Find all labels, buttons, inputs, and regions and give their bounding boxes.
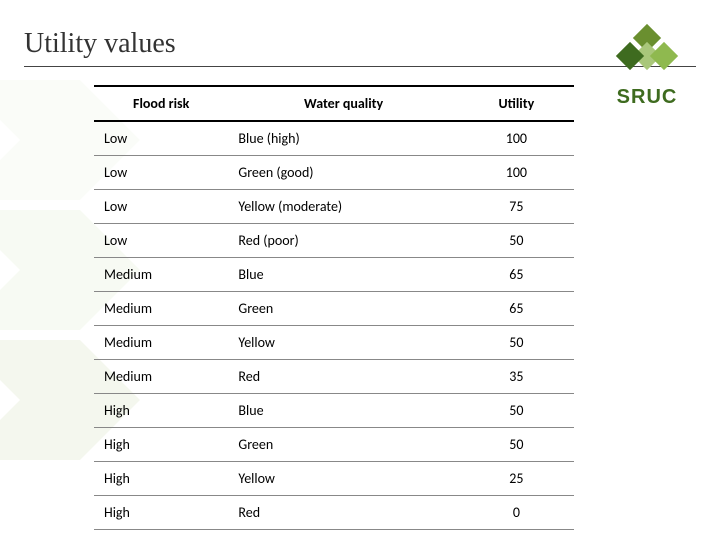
cell-water-quality: Green	[228, 292, 458, 326]
cell-flood-risk: Medium	[94, 292, 228, 326]
cell-utility: 100	[459, 121, 574, 156]
slide: Utility values SRUC Flood risk Water qua…	[0, 0, 720, 540]
cell-water-quality: Red	[228, 496, 458, 530]
cell-flood-risk: High	[94, 394, 228, 428]
cell-flood-risk: Low	[94, 156, 228, 190]
cell-flood-risk: High	[94, 428, 228, 462]
cell-flood-risk: Low	[94, 121, 228, 156]
table-row: HighGreen50	[94, 428, 574, 462]
cell-flood-risk: Low	[94, 190, 228, 224]
cell-water-quality: Green	[228, 428, 458, 462]
table-row: HighRed0	[94, 496, 574, 530]
cell-flood-risk: High	[94, 496, 228, 530]
logo-diamonds-icon	[620, 28, 674, 82]
table-row: MediumBlue65	[94, 258, 574, 292]
cell-water-quality: Green (good)	[228, 156, 458, 190]
table-row: LowBlue (high)100	[94, 121, 574, 156]
cell-utility: 0	[459, 496, 574, 530]
cell-flood-risk: Medium	[94, 326, 228, 360]
cell-flood-risk: Medium	[94, 360, 228, 394]
col-water-quality: Water quality	[228, 86, 458, 121]
table-row: MediumYellow50	[94, 326, 574, 360]
utility-table-wrap: Flood risk Water quality Utility LowBlue…	[94, 85, 574, 530]
cell-flood-risk: Medium	[94, 258, 228, 292]
cell-utility: 50	[459, 394, 574, 428]
cell-water-quality: Red (poor)	[228, 224, 458, 258]
table-row: LowGreen (good)100	[94, 156, 574, 190]
table-row: MediumRed35	[94, 360, 574, 394]
logo-text: SRUC	[602, 86, 692, 109]
col-flood-risk: Flood risk	[94, 86, 228, 121]
table-row: HighYellow25	[94, 462, 574, 496]
table-body: LowBlue (high)100LowGreen (good)100LowYe…	[94, 121, 574, 530]
cell-utility: 35	[459, 360, 574, 394]
cell-water-quality: Yellow	[228, 326, 458, 360]
cell-water-quality: Yellow (moderate)	[228, 190, 458, 224]
cell-water-quality: Yellow	[228, 462, 458, 496]
cell-utility: 100	[459, 156, 574, 190]
cell-utility: 25	[459, 462, 574, 496]
table-row: HighBlue50	[94, 394, 574, 428]
cell-water-quality: Blue (high)	[228, 121, 458, 156]
col-utility: Utility	[459, 86, 574, 121]
utility-table: Flood risk Water quality Utility LowBlue…	[94, 85, 574, 530]
table-row: LowYellow (moderate)75	[94, 190, 574, 224]
table-row: LowRed (poor)50	[94, 224, 574, 258]
title-rule	[24, 66, 696, 67]
cell-water-quality: Blue	[228, 258, 458, 292]
cell-utility: 65	[459, 292, 574, 326]
cell-flood-risk: High	[94, 462, 228, 496]
page-title: Utility values	[24, 28, 696, 60]
cell-utility: 50	[459, 326, 574, 360]
sruc-logo: SRUC	[602, 28, 692, 109]
cell-utility: 50	[459, 428, 574, 462]
table-row: MediumGreen65	[94, 292, 574, 326]
cell-water-quality: Red	[228, 360, 458, 394]
cell-utility: 65	[459, 258, 574, 292]
cell-utility: 50	[459, 224, 574, 258]
cell-utility: 75	[459, 190, 574, 224]
cell-flood-risk: Low	[94, 224, 228, 258]
cell-water-quality: Blue	[228, 394, 458, 428]
table-header-row: Flood risk Water quality Utility	[94, 86, 574, 121]
